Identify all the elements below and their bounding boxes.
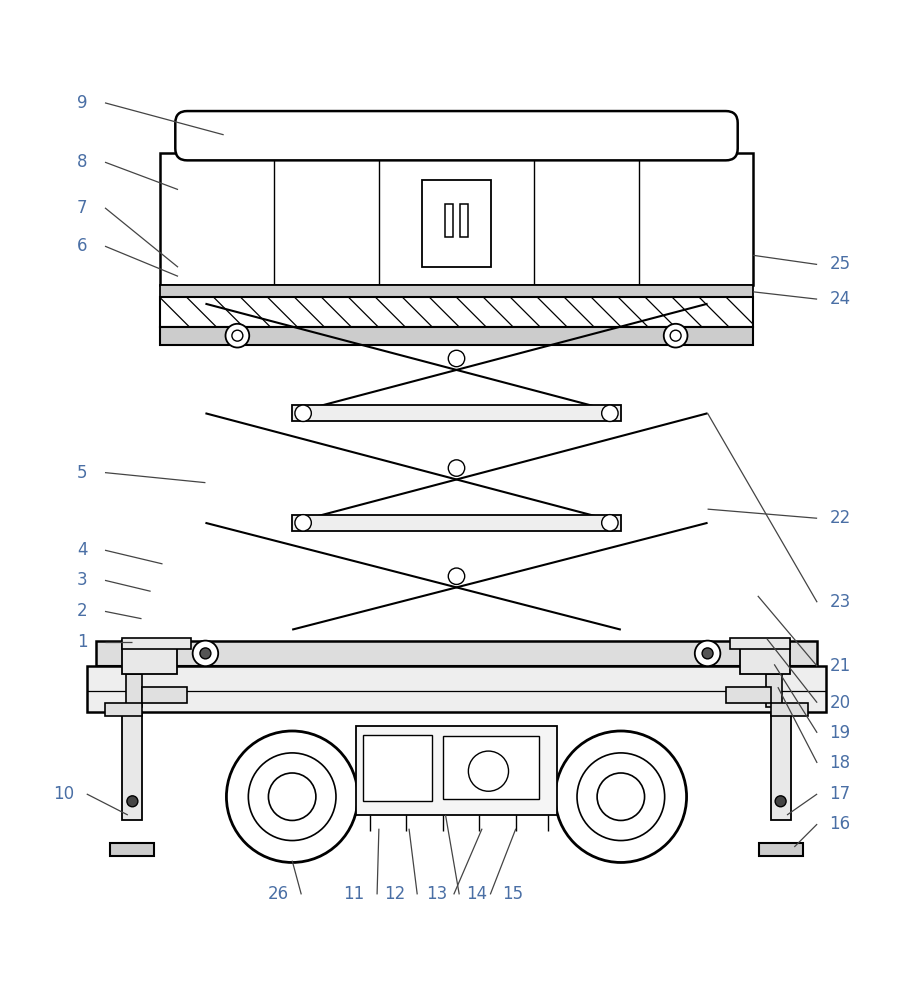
Text: 9: 9 [77, 94, 88, 112]
Circle shape [597, 773, 645, 820]
Bar [160, 327, 753, 345]
Circle shape [448, 460, 465, 476]
Bar [356, 726, 557, 815]
Bar [443, 736, 539, 799]
Text: 21: 21 [829, 657, 851, 675]
Circle shape [127, 796, 138, 807]
Text: 7: 7 [77, 199, 88, 217]
Bar [740, 640, 790, 674]
Circle shape [200, 648, 211, 659]
Text: 12: 12 [383, 885, 405, 903]
Circle shape [448, 568, 465, 584]
Circle shape [448, 350, 465, 367]
FancyBboxPatch shape [175, 111, 738, 160]
Circle shape [468, 751, 509, 791]
Bar [766, 674, 782, 707]
Bar [96, 641, 817, 666]
Bar [122, 712, 142, 820]
Circle shape [232, 330, 243, 341]
Polygon shape [726, 687, 808, 716]
Circle shape [670, 330, 681, 341]
Bar [160, 297, 753, 327]
Bar [363, 735, 432, 801]
Bar [759, 843, 803, 856]
Text: 24: 24 [829, 290, 851, 308]
Text: 22: 22 [829, 509, 851, 527]
Text: 15: 15 [502, 885, 524, 903]
Text: 19: 19 [829, 724, 851, 742]
Bar [87, 666, 826, 712]
Text: 23: 23 [829, 593, 851, 611]
Text: 10: 10 [53, 785, 75, 803]
Text: 8: 8 [77, 153, 88, 171]
Text: 18: 18 [829, 754, 851, 772]
Bar [445, 204, 453, 237]
Text: 20: 20 [829, 694, 851, 712]
Text: 3: 3 [77, 571, 88, 589]
Text: 13: 13 [425, 885, 447, 903]
Circle shape [664, 324, 687, 348]
Text: 5: 5 [77, 464, 88, 482]
Text: 25: 25 [829, 255, 851, 273]
Circle shape [193, 641, 218, 666]
Circle shape [295, 405, 311, 421]
Bar [730, 638, 790, 649]
Circle shape [226, 731, 358, 862]
Bar [126, 674, 142, 707]
Circle shape [577, 753, 665, 841]
Text: 14: 14 [466, 885, 488, 903]
Bar [122, 640, 177, 674]
Circle shape [602, 515, 618, 531]
Text: 1: 1 [77, 633, 88, 651]
Circle shape [702, 648, 713, 659]
Circle shape [602, 405, 618, 421]
Text: 17: 17 [829, 785, 851, 803]
Bar [110, 843, 154, 856]
Circle shape [295, 515, 311, 531]
Text: 26: 26 [268, 885, 289, 903]
Text: 6: 6 [77, 237, 88, 255]
Bar [122, 638, 191, 649]
Polygon shape [105, 687, 187, 716]
Bar [771, 712, 791, 820]
Text: 16: 16 [829, 815, 851, 833]
Bar [292, 515, 621, 531]
Circle shape [248, 753, 336, 841]
Circle shape [775, 796, 786, 807]
Bar [422, 180, 490, 267]
Circle shape [268, 773, 316, 820]
Bar [460, 204, 468, 237]
Text: 2: 2 [77, 602, 88, 620]
Circle shape [226, 324, 249, 348]
Bar [160, 153, 753, 285]
Text: 4: 4 [77, 541, 88, 559]
Text: 11: 11 [343, 885, 365, 903]
Circle shape [695, 641, 720, 666]
Bar [160, 285, 753, 297]
Bar [292, 405, 621, 421]
Circle shape [555, 731, 687, 862]
